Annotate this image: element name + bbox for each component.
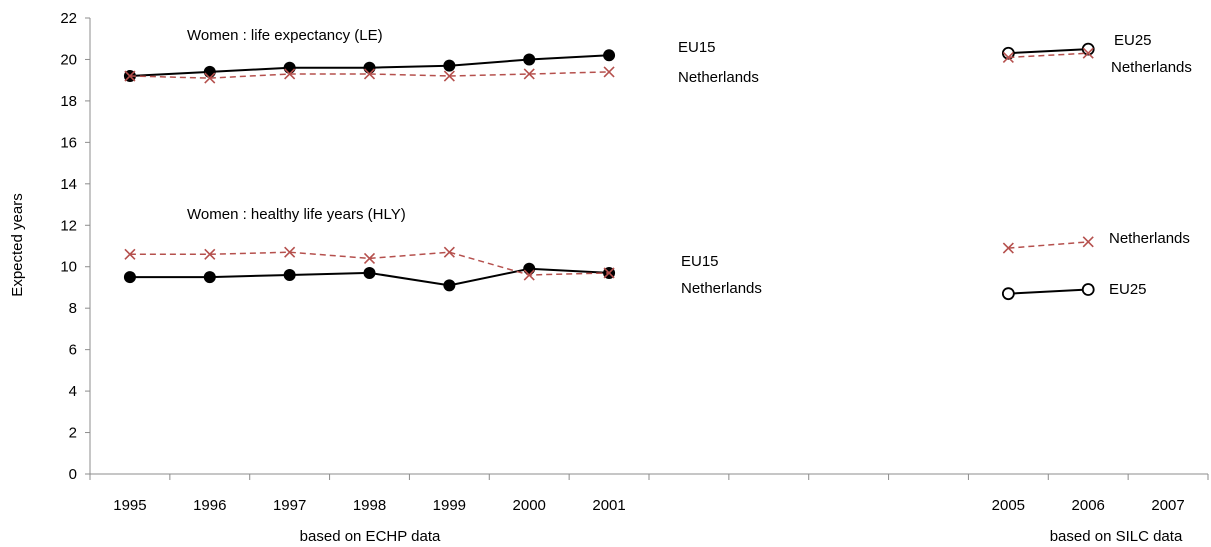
- y-tick-label: 22: [60, 10, 77, 27]
- annotation-eu25-le: EU25: [1114, 32, 1152, 49]
- y-tick-label: 0: [69, 466, 77, 483]
- y-tick-label: 14: [60, 176, 77, 193]
- data-point: [603, 49, 615, 61]
- y-tick-label: 2: [69, 425, 77, 442]
- x-tick-label: 2005: [992, 497, 1025, 514]
- data-point: [1003, 288, 1014, 299]
- x-tick-label: 1997: [273, 497, 306, 514]
- x-tick-label: 1996: [193, 497, 226, 514]
- x-tick-label: 2006: [1072, 497, 1105, 514]
- series-le_eu15: [124, 49, 615, 82]
- series-line: [1008, 53, 1088, 57]
- annotation-netherlands-silc-hly: Netherlands: [1109, 230, 1190, 247]
- y-tick-label: 16: [60, 134, 77, 151]
- data-point: [523, 53, 535, 65]
- data-point: [364, 62, 376, 74]
- y-tick-label: 18: [60, 93, 77, 110]
- data-point: [204, 66, 216, 78]
- data-point: [364, 267, 376, 279]
- series-hly_eu25: [1003, 284, 1094, 299]
- data-point: [284, 269, 296, 281]
- y-tick-label: 8: [69, 300, 77, 317]
- x-tick-label: 2007: [1151, 497, 1184, 514]
- data-point: [1083, 237, 1093, 247]
- panel-title-le: Women : life expectancy (LE): [187, 27, 383, 44]
- series-line: [1008, 290, 1088, 294]
- series-line: [1008, 242, 1088, 248]
- group-label-echp: based on ECHP data: [300, 528, 441, 545]
- y-tick-label: 4: [69, 383, 77, 400]
- x-tick-label: 1995: [113, 497, 146, 514]
- data-point: [523, 263, 535, 275]
- series-layer: [124, 44, 1094, 300]
- data-point: [1083, 284, 1094, 295]
- data-point: [443, 279, 455, 291]
- y-tick-label: 10: [60, 259, 77, 276]
- data-point: [444, 247, 454, 257]
- x-tick-label: 1999: [433, 497, 466, 514]
- y-tick-label: 6: [69, 342, 77, 359]
- group-label-silc: based on SILC data: [1050, 528, 1183, 545]
- data-point: [124, 271, 136, 283]
- data-point: [284, 62, 296, 74]
- x-tick-label: 2000: [513, 497, 546, 514]
- x-tick-label: 2001: [592, 497, 625, 514]
- y-tick-label: 12: [60, 217, 77, 234]
- annotation-netherlands-silc-le: Netherlands: [1111, 59, 1192, 76]
- series-hly_eu15: [124, 263, 615, 292]
- series-le_eu25: [1003, 44, 1094, 59]
- annotation-netherlands-hly: Netherlands: [681, 280, 762, 297]
- y-axis-label: Expected years: [9, 193, 26, 296]
- y-tick-label: 20: [60, 51, 77, 68]
- series-hly_nl_silc: [1003, 237, 1093, 253]
- series-line: [1008, 49, 1088, 53]
- annotation-netherlands-le: Netherlands: [678, 69, 759, 86]
- x-tick-label: 1998: [353, 497, 386, 514]
- annotation-eu15-hly: EU15: [681, 253, 719, 270]
- annotation-eu15-le: EU15: [678, 39, 716, 56]
- data-point: [204, 271, 216, 283]
- data-point: [443, 60, 455, 72]
- axes: 0 2 4 6 8 10 12 14 16 18 20 22 1995 1996 1997 1998 1999 2…: [60, 10, 1208, 514]
- panel-title-hly: Women : healthy life years (HLY): [187, 206, 406, 223]
- annotation-eu25-hly: EU25: [1109, 281, 1147, 298]
